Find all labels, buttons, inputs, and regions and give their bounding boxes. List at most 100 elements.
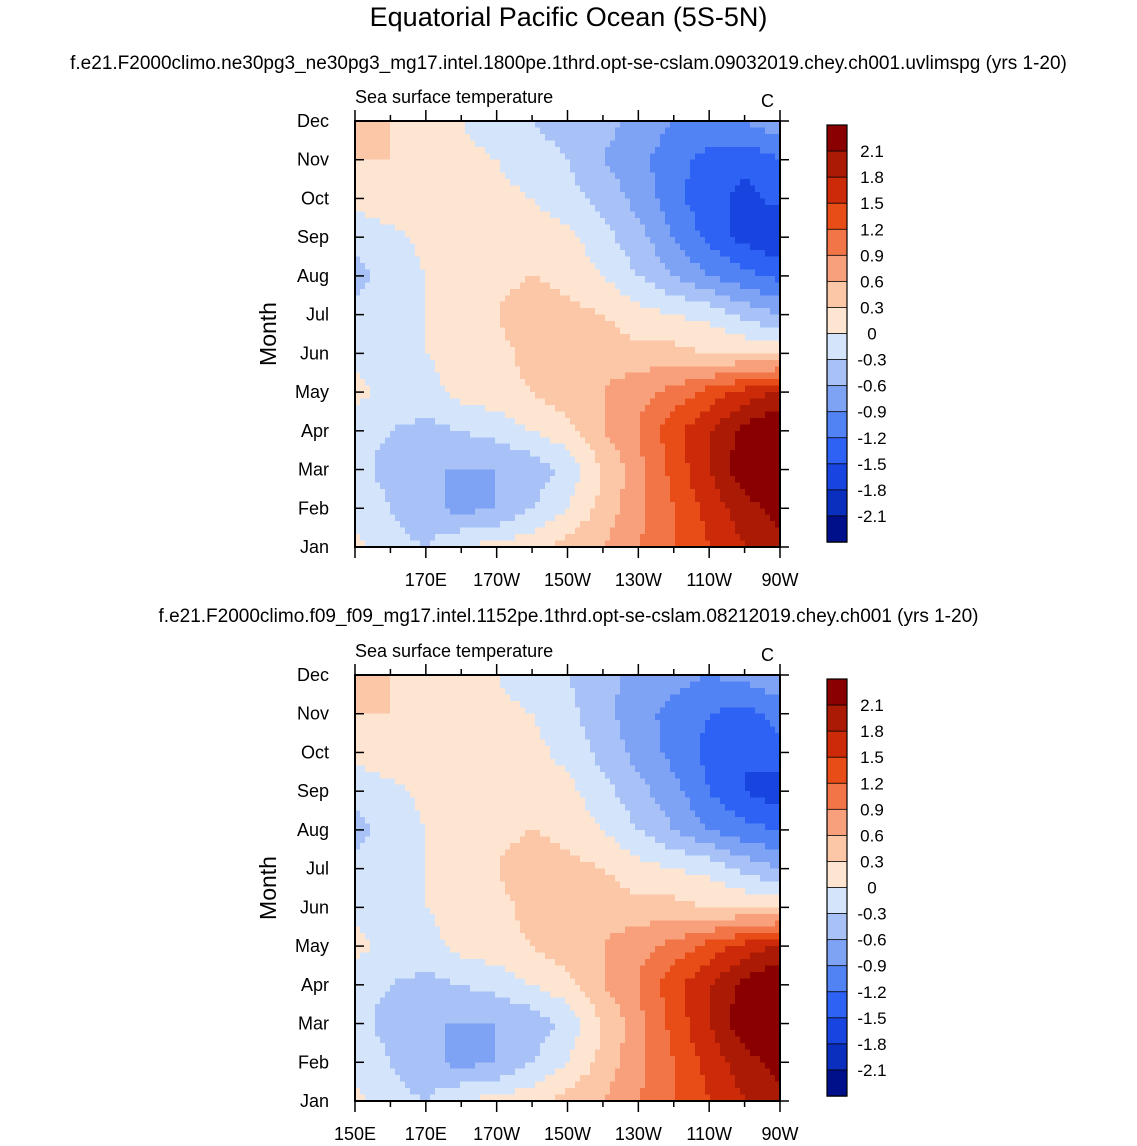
field-cell [465, 476, 471, 484]
field-cell [640, 295, 646, 303]
field-cell [630, 463, 636, 471]
field-cell [385, 192, 391, 200]
field-cell [365, 392, 371, 400]
field-cell [390, 450, 396, 458]
field-cell [775, 469, 781, 477]
field-cell [730, 263, 736, 271]
field-cell [405, 121, 411, 129]
field-cell [590, 146, 596, 154]
field-cell [505, 405, 511, 413]
field-cell [705, 127, 711, 135]
field-cell [355, 237, 361, 245]
field-cell [565, 469, 571, 477]
field-cell [560, 334, 566, 342]
field-cell [655, 308, 661, 316]
field-cell [770, 121, 776, 129]
field-cell [750, 340, 756, 348]
field-cell [750, 121, 756, 129]
field-cell [490, 146, 496, 154]
field-cell [395, 282, 401, 290]
field-cell [510, 450, 516, 458]
field-cell [595, 185, 601, 193]
field-cell [610, 469, 616, 477]
field-cell [485, 146, 491, 154]
field-cell [695, 282, 701, 290]
field-cell [375, 192, 381, 200]
field-cell [535, 495, 541, 503]
field-cell [605, 127, 611, 135]
field-cell [625, 308, 631, 316]
field-cell [730, 198, 736, 206]
field-cell [680, 353, 686, 361]
field-cell [550, 269, 556, 277]
field-cell [685, 237, 691, 245]
field-cell [715, 437, 721, 445]
field-cell [435, 301, 441, 309]
field-cell [730, 314, 736, 322]
field-cell [510, 127, 516, 135]
field-cell [765, 346, 771, 354]
field-cell [635, 256, 641, 264]
field-cell [715, 211, 721, 219]
field-cell [470, 334, 476, 342]
field-cell [545, 417, 551, 425]
field-cell [625, 288, 631, 296]
field-cell [485, 308, 491, 316]
field-cell [355, 417, 361, 425]
field-cell [710, 172, 716, 180]
field-cell [745, 198, 751, 206]
field-cell [525, 430, 531, 438]
field-cell [420, 166, 426, 174]
field-cell [545, 256, 551, 264]
field-cell [645, 321, 651, 329]
field-cell [620, 456, 626, 464]
field-cell [635, 179, 641, 187]
field-cell [375, 172, 381, 180]
field-cell [585, 463, 591, 471]
field-cell [390, 430, 396, 438]
field-cell [420, 282, 426, 290]
field-cell [465, 237, 471, 245]
field-cell [545, 456, 551, 464]
field-cell [680, 482, 686, 490]
field-cell [565, 334, 571, 342]
field-cell [545, 379, 551, 387]
field-cell [520, 211, 526, 219]
field-cell [515, 488, 521, 496]
field-cell [535, 443, 541, 451]
field-cell [535, 308, 541, 316]
field-cell [680, 301, 686, 309]
field-cell [510, 256, 516, 264]
field-cell [485, 417, 491, 425]
field-cell [585, 430, 591, 438]
field-cell [485, 469, 491, 477]
field-cell [455, 443, 461, 451]
field-cell [580, 334, 586, 342]
field-cell [455, 211, 461, 219]
field-cell [775, 172, 781, 180]
field-cell [495, 346, 501, 354]
field-cell [475, 224, 481, 232]
field-cell [525, 450, 531, 458]
field-cell [580, 263, 586, 271]
field-cell [385, 224, 391, 232]
field-cell [365, 488, 371, 496]
field-cell [390, 282, 396, 290]
field-cell [760, 482, 766, 490]
field-cell [710, 166, 716, 174]
field-cell [710, 243, 716, 251]
field-cell [415, 256, 421, 264]
field-cell [685, 263, 691, 271]
field-cell [490, 476, 496, 484]
field-cell [405, 308, 411, 316]
field-cell [470, 437, 476, 445]
field-cell [450, 301, 456, 309]
field-cell [695, 127, 701, 135]
field-cell [375, 243, 381, 251]
field-cell [690, 405, 696, 413]
field-cell [715, 346, 721, 354]
field-cell [405, 469, 411, 477]
field-cell [775, 192, 781, 200]
field-cell [395, 405, 401, 413]
field-cell [710, 250, 716, 258]
